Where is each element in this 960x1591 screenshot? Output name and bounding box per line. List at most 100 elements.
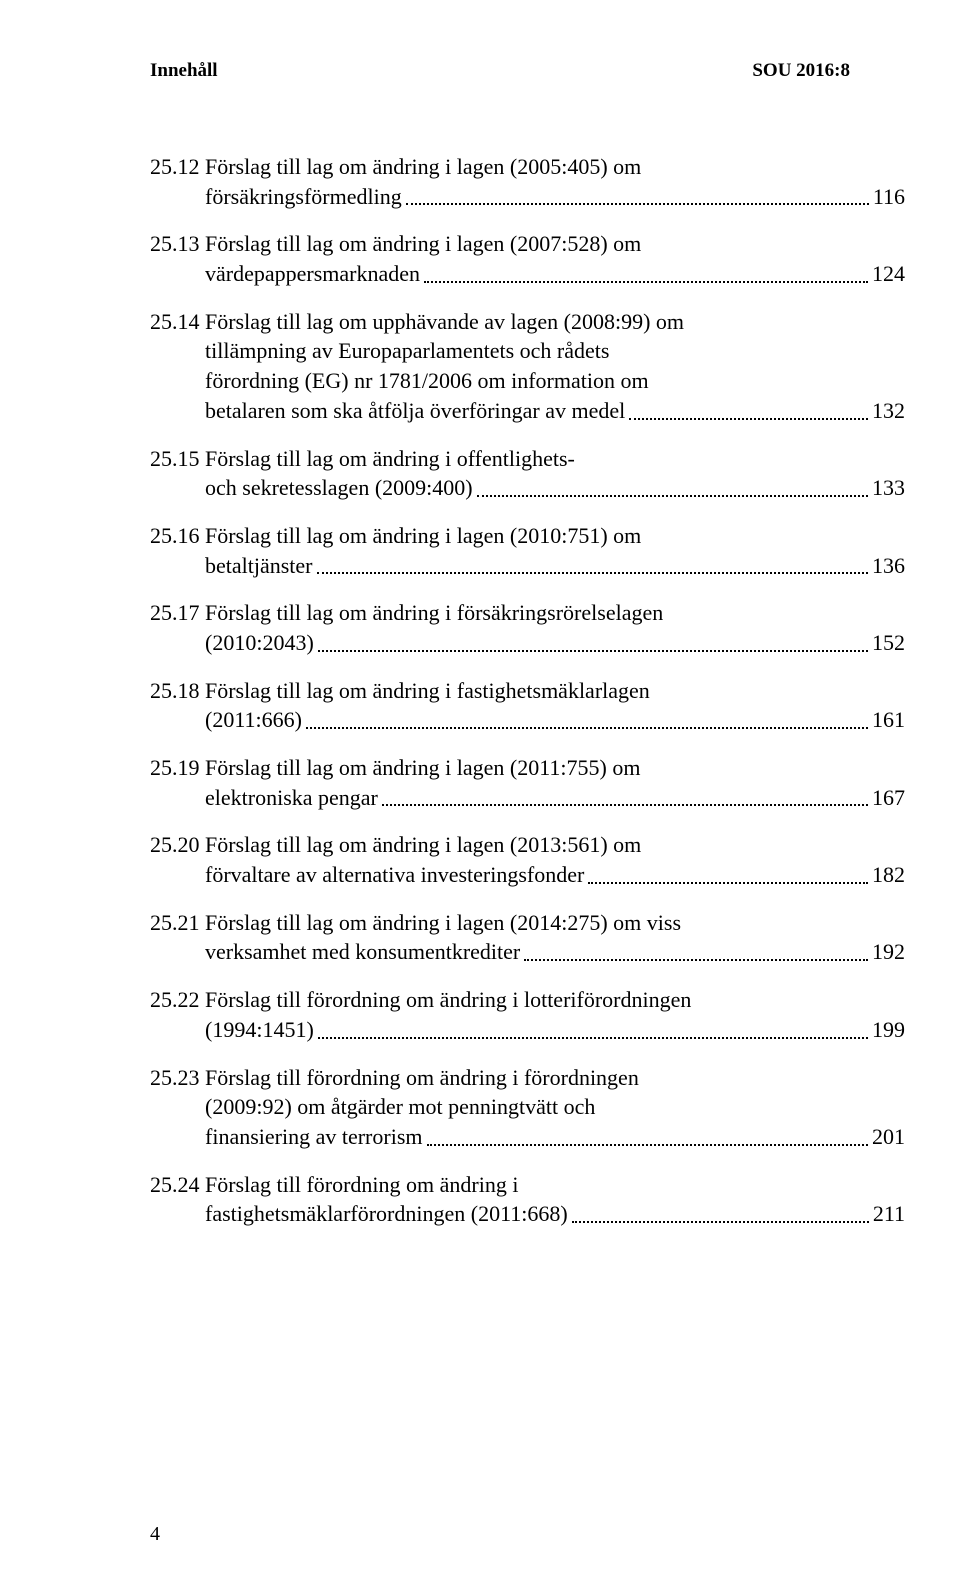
- table-of-contents: 25.12 Förslag till lag om ändring i lage…: [150, 152, 850, 1229]
- toc-entry-last-text: verksamhet med konsumentkrediter: [205, 937, 520, 967]
- toc-text-block: 25.18 Förslag till lag om ändring i fast…: [150, 676, 710, 735]
- toc-entry-last-line: finansiering av terrorism 201: [150, 1122, 905, 1152]
- dot-leader: [317, 571, 868, 574]
- toc-entry-last-line: och sekretesslagen (2009:400) 133: [150, 473, 905, 503]
- toc-page-number: 161: [872, 705, 905, 735]
- toc-page-number: 211: [873, 1199, 905, 1229]
- toc-entry-last-line: betalaren som ska åtfölja överföringar a…: [150, 396, 905, 426]
- toc-entry-first-line: 25.23 Förslag till förordning om ändring…: [150, 1063, 710, 1093]
- dot-leader: [427, 1143, 869, 1146]
- toc-entry: 25.13 Förslag till lag om ändring i lage…: [150, 229, 850, 288]
- toc-entry-first-line: 25.16 Förslag till lag om ändring i lage…: [150, 521, 710, 551]
- toc-entry-first-line: 25.20 Förslag till lag om ändring i lage…: [150, 830, 710, 860]
- toc-page-number: 199: [872, 1015, 905, 1045]
- toc-entry-last-text: elektroniska pengar: [205, 783, 378, 813]
- toc-entry-first-line: 25.17 Förslag till lag om ändring i förs…: [150, 598, 710, 628]
- toc-entry-last-text: (2010:2043): [205, 628, 314, 658]
- toc-entry-last-text: förvaltare av alternativa investeringsfo…: [205, 860, 584, 890]
- toc-entry-last-line: (2010:2043) 152: [150, 628, 905, 658]
- toc-text-block: 25.23 Förslag till förordning om ändring…: [150, 1063, 710, 1152]
- toc-entry-last-text: och sekretesslagen (2009:400): [205, 473, 473, 503]
- toc-entry-last-text: fastighetsmäklarförordningen (2011:668): [205, 1199, 568, 1229]
- toc-text-block: 25.21 Förslag till lag om ändring i lage…: [150, 908, 710, 967]
- toc-page-number: 152: [872, 628, 905, 658]
- dot-leader: [306, 726, 868, 729]
- toc-entry-last-line: försäkringsförmedling 116: [150, 182, 905, 212]
- toc-page-number: 182: [872, 860, 905, 890]
- toc-entry-last-text: (2011:666): [205, 705, 302, 735]
- page-number: 4: [150, 1523, 160, 1546]
- toc-entry: 25.22 Förslag till förordning om ändring…: [150, 985, 850, 1044]
- toc-entry: 25.21 Förslag till lag om ändring i lage…: [150, 908, 850, 967]
- toc-text-block: 25.12 Förslag till lag om ändring i lage…: [150, 152, 710, 211]
- dot-leader: [588, 881, 868, 884]
- toc-entry-last-text: finansiering av terrorism: [205, 1122, 423, 1152]
- toc-entry-last-text: försäkringsförmedling: [205, 182, 402, 212]
- running-header: Innehåll SOU 2016:8: [150, 60, 850, 82]
- toc-entry-first-line: 25.24 Förslag till förordning om ändring…: [150, 1170, 710, 1200]
- toc-page-number: 192: [872, 937, 905, 967]
- toc-entry-first-line: 25.15 Förslag till lag om ändring i offe…: [150, 444, 710, 474]
- header-right: SOU 2016:8: [752, 60, 850, 82]
- toc-entry-last-text: (1994:1451): [205, 1015, 314, 1045]
- toc-entry: 25.16 Förslag till lag om ändring i lage…: [150, 521, 850, 580]
- toc-entry: 25.12 Förslag till lag om ändring i lage…: [150, 152, 850, 211]
- toc-entry-cont-line: (2009:92) om åtgärder mot penningtvätt o…: [150, 1092, 710, 1122]
- toc-entry: 25.19 Förslag till lag om ändring i lage…: [150, 753, 850, 812]
- dot-leader: [477, 494, 868, 497]
- toc-text-block: 25.15 Förslag till lag om ändring i offe…: [150, 444, 710, 503]
- toc-entry-cont-line: tillämpning av Europaparlamentets och rå…: [150, 336, 710, 366]
- toc-text-block: 25.17 Förslag till lag om ändring i förs…: [150, 598, 710, 657]
- toc-entry: 25.17 Förslag till lag om ändring i förs…: [150, 598, 850, 657]
- toc-text-block: 25.16 Förslag till lag om ändring i lage…: [150, 521, 710, 580]
- toc-entry: 25.15 Förslag till lag om ändring i offe…: [150, 444, 850, 503]
- dot-leader: [524, 958, 868, 961]
- toc-entry-last-text: betalaren som ska åtfölja överföringar a…: [205, 396, 625, 426]
- toc-entry-first-line: 25.12 Förslag till lag om ändring i lage…: [150, 152, 710, 182]
- document-page: Innehåll SOU 2016:8 25.12 Förslag till l…: [0, 0, 960, 1591]
- toc-entry-last-line: (1994:1451) 199: [150, 1015, 905, 1045]
- toc-entry-first-line: 25.19 Förslag till lag om ändring i lage…: [150, 753, 710, 783]
- toc-text-block: 25.14 Förslag till lag om upphävande av …: [150, 307, 710, 426]
- toc-entry: 25.20 Förslag till lag om ändring i lage…: [150, 830, 850, 889]
- toc-text-block: 25.24 Förslag till förordning om ändring…: [150, 1170, 710, 1229]
- toc-entry-last-text: värdepappersmarknaden: [205, 259, 420, 289]
- toc-page-number: 201: [872, 1122, 905, 1152]
- toc-entry-last-line: värdepappersmarknaden 124: [150, 259, 905, 289]
- toc-entry-last-line: elektroniska pengar 167: [150, 783, 905, 813]
- dot-leader: [318, 649, 868, 652]
- dot-leader: [572, 1220, 869, 1223]
- toc-page-number: 124: [872, 259, 905, 289]
- toc-text-block: 25.22 Förslag till förordning om ändring…: [150, 985, 710, 1044]
- toc-entry-cont-line: förordning (EG) nr 1781/2006 om informat…: [150, 366, 710, 396]
- dot-leader: [382, 803, 868, 806]
- toc-page-number: 116: [873, 182, 905, 212]
- dot-leader: [318, 1036, 868, 1039]
- toc-entry-last-line: verksamhet med konsumentkrediter 192: [150, 937, 905, 967]
- toc-page-number: 167: [872, 783, 905, 813]
- toc-page-number: 132: [872, 396, 905, 426]
- dot-leader: [629, 417, 868, 420]
- toc-entry-last-line: betaltjänster 136: [150, 551, 905, 581]
- toc-entry: 25.18 Förslag till lag om ändring i fast…: [150, 676, 850, 735]
- toc-entry-first-line: 25.22 Förslag till förordning om ändring…: [150, 985, 710, 1015]
- toc-entry: 25.23 Förslag till förordning om ändring…: [150, 1063, 850, 1152]
- toc-entry-last-text: betaltjänster: [205, 551, 313, 581]
- dot-leader: [406, 202, 869, 205]
- toc-entry: 25.14 Förslag till lag om upphävande av …: [150, 307, 850, 426]
- toc-entry-first-line: 25.21 Förslag till lag om ändring i lage…: [150, 908, 710, 938]
- toc-entry-last-line: fastighetsmäklarförordningen (2011:668) 2…: [150, 1199, 905, 1229]
- toc-text-block: 25.13 Förslag till lag om ändring i lage…: [150, 229, 710, 288]
- toc-page-number: 133: [872, 473, 905, 503]
- toc-entry: 25.24 Förslag till förordning om ändring…: [150, 1170, 850, 1229]
- toc-entry-first-line: 25.18 Förslag till lag om ändring i fast…: [150, 676, 710, 706]
- toc-entry-first-line: 25.14 Förslag till lag om upphävande av …: [150, 307, 710, 337]
- toc-page-number: 136: [872, 551, 905, 581]
- toc-text-block: 25.20 Förslag till lag om ändring i lage…: [150, 830, 710, 889]
- header-left: Innehåll: [150, 60, 218, 82]
- toc-entry-last-line: förvaltare av alternativa investeringsfo…: [150, 860, 905, 890]
- toc-text-block: 25.19 Förslag till lag om ändring i lage…: [150, 753, 710, 812]
- toc-entry-last-line: (2011:666) 161: [150, 705, 905, 735]
- dot-leader: [424, 280, 868, 283]
- toc-entry-first-line: 25.13 Förslag till lag om ändring i lage…: [150, 229, 710, 259]
